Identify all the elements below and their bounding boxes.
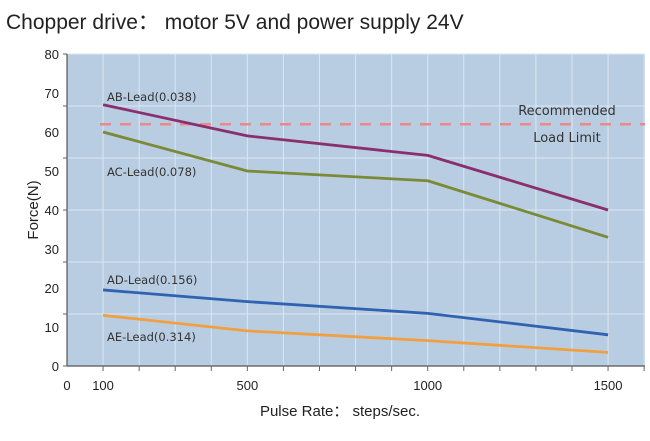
series-label: AE-Lead(0.314) xyxy=(107,330,196,344)
series-label: AC-Lead(0.078) xyxy=(107,165,196,179)
reference-label: Load Limit xyxy=(533,131,601,146)
reference-label: Recommended xyxy=(518,104,616,119)
chart-title: Chopper drive： motor 5V and power supply… xyxy=(6,11,464,34)
y-tick-label: 80 xyxy=(45,47,59,62)
y-tick-label: 70 xyxy=(45,86,59,101)
series-line xyxy=(102,313,609,354)
x-tick-label: 500 xyxy=(236,378,258,393)
series-label: AD-Lead(0.156) xyxy=(107,273,197,287)
series-lines: AB-Lead(0.038) AC-Lead(0.078) AD-Lead(0.15… xyxy=(102,90,609,354)
x-axis-label: Pulse Rate： steps/sec. xyxy=(260,403,420,420)
y-tick-label: 0 xyxy=(52,359,59,374)
y-tick-label: 10 xyxy=(45,320,59,335)
y-tick-label: 40 xyxy=(45,203,59,218)
series-line xyxy=(102,288,609,337)
y-tick-label: 60 xyxy=(45,125,59,140)
series-line xyxy=(102,103,609,212)
y-tick-label: 20 xyxy=(45,281,59,296)
series-line xyxy=(102,130,609,239)
axes xyxy=(66,54,645,371)
x-tick-label: 100 xyxy=(92,378,114,393)
tick-labels: 0 10 20 30 40 50 60 70 80 0 100 500 1000 1500 xyxy=(45,47,623,393)
series-label: AB-Lead(0.038) xyxy=(107,90,196,104)
x-tick-label: 1500 xyxy=(594,378,623,393)
y-axis-label: Force(N) xyxy=(25,180,42,239)
gridlines xyxy=(63,53,645,367)
y-tick-label: 50 xyxy=(45,164,59,179)
x-tick-label: 0 xyxy=(63,378,70,393)
x-tick-label: 1000 xyxy=(413,378,442,393)
y-tick-label: 30 xyxy=(45,242,59,257)
